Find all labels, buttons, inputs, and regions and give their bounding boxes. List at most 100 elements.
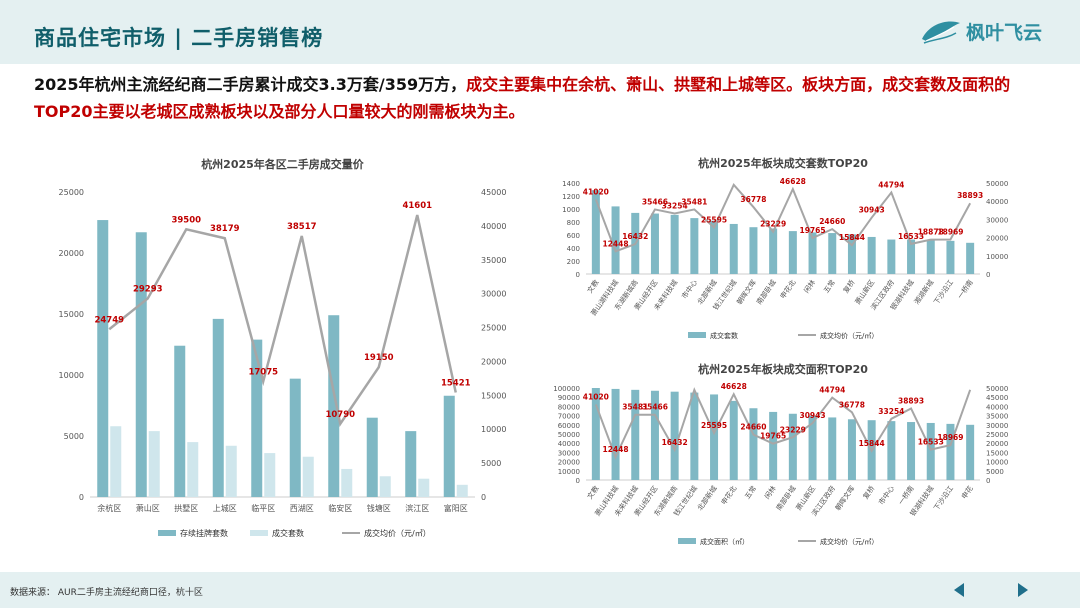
x-tick-label: 拱墅区 xyxy=(174,503,198,513)
price-line xyxy=(594,387,972,460)
bar-primary xyxy=(611,388,620,480)
data-label: 41020 xyxy=(583,187,609,196)
y-left-tick-label: 1000 xyxy=(562,206,580,214)
data-label: 16432 xyxy=(622,232,648,241)
data-label: 46628 xyxy=(721,382,747,391)
data-label: 18969 xyxy=(937,227,963,236)
legend-label: 成交套数 xyxy=(272,528,304,538)
y-right-tick-label: 0 xyxy=(481,493,486,502)
data-label: 38893 xyxy=(957,191,983,200)
y-right-tick-label: 15000 xyxy=(986,449,1008,457)
bar-secondary xyxy=(110,426,122,497)
y-right-tick-label: 30000 xyxy=(481,290,506,299)
data-label: 18878 xyxy=(918,228,944,237)
bar-primary xyxy=(212,318,224,497)
bar-primary xyxy=(828,417,837,480)
y-right-tick-label: 15000 xyxy=(481,391,506,400)
y-right-tick-label: 30000 xyxy=(986,216,1008,224)
bar-secondary xyxy=(418,478,430,497)
data-label: 38517 xyxy=(287,222,317,232)
bar-primary xyxy=(867,236,876,274)
y-right-tick-label: 10000 xyxy=(986,459,1008,467)
data-label: 44794 xyxy=(878,180,904,189)
price-line xyxy=(108,214,457,428)
data-label: 33254 xyxy=(662,201,688,210)
y-left-tick-label: 0 xyxy=(576,271,580,279)
data-label: 17075 xyxy=(248,367,278,377)
legend-label: 成交均价（元/㎡） xyxy=(820,537,878,546)
bar-secondary xyxy=(187,442,199,497)
bar-secondary xyxy=(379,476,391,497)
next-page-icon[interactable] xyxy=(1016,582,1030,598)
footer-bar: 数据来源： AUR二手房主流经纪商口径，杭十区 xyxy=(0,572,1080,608)
x-tick-label: 下沙沿江 xyxy=(932,484,955,512)
data-label: 19150 xyxy=(364,353,394,363)
data-label: 19765 xyxy=(760,432,786,441)
bar-primary xyxy=(670,214,679,274)
data-label: 36778 xyxy=(740,195,766,204)
legend-label: 存续挂牌套数 xyxy=(180,528,228,538)
data-source: 数据来源： AUR二手房主流经纪商口径，杭十区 xyxy=(10,588,203,598)
bar-primary xyxy=(611,206,620,274)
chart-title: 杭州2025年板块成交套数TOP20 xyxy=(698,156,868,170)
district-chart: 杭州2025年各区二手房成交量价 0 5000 10000 15000 20000 2500… xyxy=(59,157,507,538)
y-left-tick-label: 1200 xyxy=(562,193,580,201)
bar-primary xyxy=(946,240,955,274)
bar-primary xyxy=(966,242,975,274)
y-left-tick-label: 15000 xyxy=(59,310,84,319)
y-right-tick-label: 45000 xyxy=(481,188,506,197)
x-tick-label: 复桥 xyxy=(861,484,876,501)
bar-primary xyxy=(769,411,778,480)
y-left-tick-label: 1400 xyxy=(562,180,580,188)
logo-text: 枫叶飞云 xyxy=(966,22,1043,44)
data-label: 39500 xyxy=(171,215,201,225)
x-tick-label: 北部新城 xyxy=(695,484,718,512)
prev-page-icon[interactable] xyxy=(952,582,966,598)
data-label: 16432 xyxy=(662,438,688,447)
data-label: 30943 xyxy=(859,206,885,215)
bar-primary xyxy=(788,413,797,480)
brand-logo: 枫叶飞云 xyxy=(920,18,1042,45)
data-label: 24660 xyxy=(740,423,766,432)
x-tick-label: 文教 xyxy=(585,484,600,501)
y-right-tick-label: 40000 xyxy=(986,403,1008,411)
data-label: 25595 xyxy=(701,421,727,430)
x-tick-label: 闲林 xyxy=(802,278,817,295)
x-tick-label: 南部卧城 xyxy=(754,278,777,306)
x-tick-label: 五常 xyxy=(821,278,836,295)
bar-primary xyxy=(289,378,301,497)
data-label: 29293 xyxy=(133,284,163,294)
bar-secondary xyxy=(341,468,353,497)
data-label: 35466 xyxy=(642,403,668,412)
x-tick-label: 文教 xyxy=(585,278,600,295)
data-label: 24660 xyxy=(819,217,845,226)
bar-primary xyxy=(251,339,263,497)
bar-primary xyxy=(847,234,856,274)
y-left-tick-label: 80000 xyxy=(558,403,580,411)
y-right-tick-label: 20000 xyxy=(986,235,1008,243)
bar-secondary xyxy=(225,445,237,497)
y-left-tick-label: 70000 xyxy=(558,413,580,421)
y-left-tick-label: 10000 xyxy=(59,371,84,380)
bar-primary xyxy=(443,395,455,497)
bar-primary xyxy=(729,400,738,480)
y-left-tick-label: 400 xyxy=(567,245,580,253)
y-right-tick-label: 45000 xyxy=(986,394,1008,402)
y-right-tick-label: 50000 xyxy=(986,180,1008,188)
data-label: 16533 xyxy=(898,232,924,241)
data-label: 15421 xyxy=(441,378,471,388)
block-area-chart: 杭州2025年板块成交面积TOP200100002000030000400005… xyxy=(553,362,1008,546)
y-right-tick-label: 25000 xyxy=(481,324,506,333)
data-label: 15844 xyxy=(839,233,865,242)
legend-swatch xyxy=(250,530,268,536)
x-tick-label: 申花北 xyxy=(778,278,797,300)
y-left-tick-label: 40000 xyxy=(558,440,580,448)
bar-primary xyxy=(769,228,778,274)
x-tick-label: 市中心 xyxy=(877,484,896,506)
page-title: 商品住宅市场 | 二手房销售榜 xyxy=(34,26,324,50)
x-tick-label: 申花 xyxy=(959,484,974,501)
y-right-tick-label: 35000 xyxy=(986,413,1008,421)
bar-secondary xyxy=(148,431,160,497)
legend-label: 成交面积（㎡） xyxy=(700,537,749,546)
header-bar: 商品住宅市场 | 二手房销售榜 枫叶飞云 xyxy=(0,0,1080,64)
